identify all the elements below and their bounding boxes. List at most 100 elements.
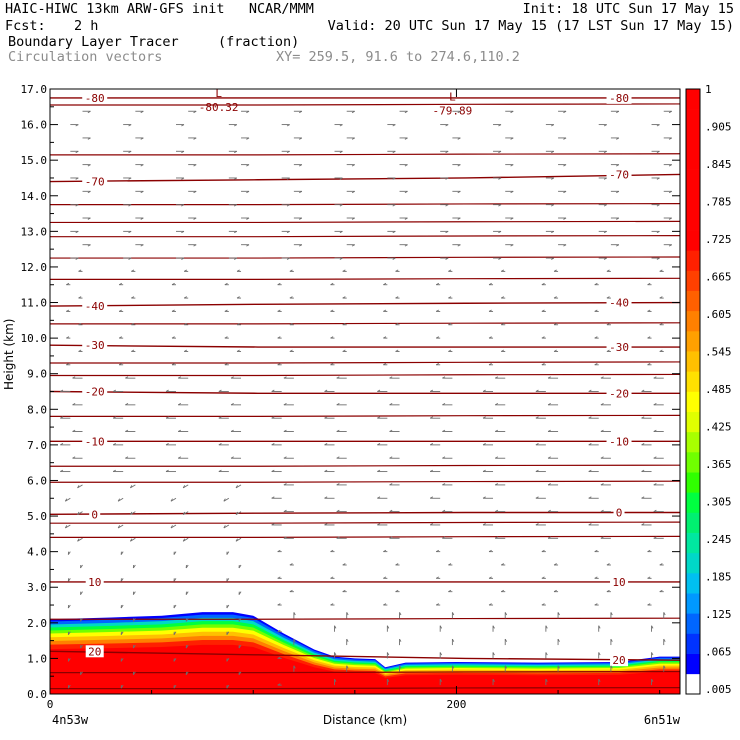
wind-vector-head	[653, 456, 657, 459]
contour-label: -20	[85, 386, 105, 399]
contour-label: 0	[91, 508, 98, 521]
wind-vector-head	[383, 549, 387, 553]
wind-vector-head	[641, 416, 645, 419]
wind-vector-head	[563, 164, 567, 167]
y-tick-label: 4.0	[27, 546, 47, 559]
wind-vector-head	[75, 150, 79, 154]
wind-vector-head	[383, 362, 387, 366]
wind-vector-head	[334, 625, 337, 629]
wind-vector-head	[129, 538, 133, 542]
colorbar-label: .545	[705, 346, 732, 359]
wind-vector-head	[181, 230, 185, 234]
wind-vector-head	[289, 322, 293, 326]
wind-vector-head	[498, 230, 502, 234]
colorbar: .005 .065 .125 .185 .245 .305 .365 .425 .485 .545…	[685, 83, 732, 696]
wind-vector-head	[131, 349, 135, 352]
wind-vector-head	[439, 652, 443, 656]
wind-vector-head	[351, 190, 355, 194]
wind-vector-head	[588, 469, 592, 472]
wind-vector-head	[60, 469, 64, 472]
colorbar-segment	[686, 230, 700, 251]
wind-vector	[182, 537, 189, 542]
wind-vector-head	[118, 309, 123, 312]
wind-vector-head	[140, 110, 144, 114]
wind-vector-head	[535, 469, 539, 472]
wind-vector-head	[435, 336, 440, 339]
wind-vector-head	[182, 538, 186, 542]
wind-vector-head	[289, 563, 293, 566]
temperature-contour	[49, 344, 680, 348]
wind-vector-head	[386, 625, 390, 629]
wind-vector-head	[616, 137, 620, 140]
wind-vector-head	[488, 309, 492, 312]
wind-vector-head	[547, 509, 551, 513]
wind-vector-head	[501, 589, 505, 593]
colorbar-frame	[685, 88, 701, 695]
wind-vector-head	[498, 257, 502, 260]
wind-vector-head	[66, 336, 70, 339]
colorbar-label: .605	[705, 308, 732, 321]
minimum-letter: L	[215, 87, 222, 100]
wind-vector-head	[439, 625, 443, 629]
wind-vector-head	[223, 498, 226, 502]
wind-vector-head	[668, 244, 672, 247]
wind-vector-head	[330, 576, 334, 579]
colorbar-segment	[686, 310, 700, 332]
contour-label: 0	[616, 507, 623, 520]
wind-vector-head	[445, 257, 449, 260]
wind-vector-head	[112, 469, 117, 472]
wind-vector-head	[647, 549, 651, 553]
wind-vector-head	[457, 110, 461, 114]
wind-vector-head	[551, 177, 555, 180]
wind-vector-head	[277, 576, 281, 579]
temperature-contour	[50, 480, 681, 483]
wind-vector-head	[399, 638, 402, 642]
wind-vector-head	[277, 309, 281, 312]
wind-vector-head	[377, 443, 381, 446]
wind-vector-head	[435, 549, 440, 553]
y-tick-label: 8.0	[27, 403, 47, 416]
wind-vector-head	[330, 309, 334, 312]
temperature-contour	[50, 521, 681, 524]
temperature-contour	[50, 686, 681, 690]
wind-vector-head	[289, 349, 293, 352]
wind-vector-head	[610, 665, 613, 669]
wind-vector	[65, 497, 71, 502]
y-tick-label: 14.0	[21, 190, 48, 203]
colorbar-segment	[686, 573, 700, 594]
wind-vector-head	[286, 257, 290, 260]
wind-vector-head	[128, 257, 132, 260]
wind-vector-head	[218, 389, 222, 392]
colorbar-segment	[686, 532, 700, 554]
wind-vector-head	[72, 376, 76, 379]
contour-label-bg	[610, 654, 629, 667]
wind-vector	[117, 497, 124, 502]
wind-vector-head	[277, 549, 281, 553]
wind-vector-head	[442, 536, 446, 539]
wind-vector-head	[389, 483, 393, 486]
wind-vector-head	[233, 150, 238, 154]
field-name: Boundary Layer Tracer	[8, 34, 179, 50]
wind-vector-head	[594, 362, 598, 366]
wind-vector-head	[606, 349, 610, 352]
wind-vector-head	[510, 244, 514, 247]
wind-vector-head	[193, 244, 197, 247]
contour-label: -40	[85, 300, 105, 313]
wind-vector-head	[75, 204, 79, 207]
wind-vector-head	[553, 269, 557, 272]
wind-vector-head	[389, 376, 393, 379]
wind-vector	[235, 484, 242, 489]
wind-vector-head	[224, 309, 228, 312]
wind-vector-head	[112, 389, 117, 392]
wind-vector-head	[78, 296, 82, 299]
wind-vector-head	[140, 137, 144, 140]
wind-vector	[170, 497, 177, 502]
wind-vector-head	[140, 217, 144, 220]
wind-vector-head	[165, 416, 169, 419]
colorbar-segment	[686, 189, 700, 211]
wind-vector	[117, 524, 124, 529]
wind-vector-head	[117, 525, 121, 529]
wind-vector-head	[429, 496, 434, 499]
wind-vector-head	[653, 376, 657, 379]
wind-vector-head	[510, 217, 514, 220]
